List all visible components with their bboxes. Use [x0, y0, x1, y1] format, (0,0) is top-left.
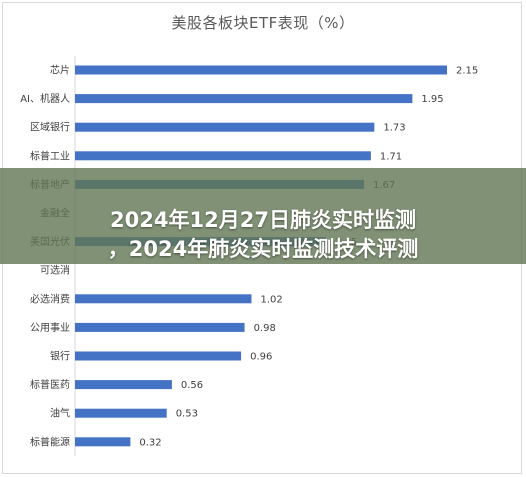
value-label: 1.73 [383, 123, 405, 134]
bar [75, 351, 242, 361]
bar [75, 151, 371, 161]
category-label: 标普工业 [30, 149, 70, 162]
headline-line-2: ，2024年肺炎实时监测技术评测 [107, 237, 419, 261]
category-label: 区域银行 [30, 121, 70, 134]
value-label: 2.15 [456, 66, 478, 77]
bar [75, 437, 131, 447]
value-label: 0.96 [250, 352, 272, 363]
bar [75, 65, 447, 75]
value-label: 0.98 [254, 323, 276, 334]
headline-line-1: 2024年12月27日肺炎实时监测 [110, 208, 416, 232]
bar [75, 380, 172, 390]
category-label: 标普能源 [30, 435, 70, 448]
category-label: 芯片 [50, 64, 70, 77]
bar [75, 122, 375, 132]
value-label: 0.53 [176, 409, 198, 420]
category-label: 可选消 [40, 264, 70, 277]
category-label: 标普医药 [30, 378, 70, 391]
bar [75, 322, 245, 332]
bar [75, 408, 167, 418]
bar [75, 94, 413, 104]
category-label: AI、机器人 [20, 92, 70, 105]
value-label: 0.56 [181, 380, 203, 391]
bar [75, 294, 252, 304]
value-label: 1.71 [380, 151, 402, 162]
headline-banner: 2024年12月27日肺炎实时监测 ，2024年肺炎实时监测技术评测 [0, 168, 526, 264]
category-label: 银行 [50, 350, 70, 363]
value-label: 0.32 [139, 437, 161, 448]
category-label: 油气 [50, 407, 70, 420]
chart-title: 美股各板块ETF表现（%） [171, 14, 355, 32]
category-label: 必选消费 [30, 292, 70, 305]
category-label: 公用事业 [30, 321, 70, 334]
value-label: 1.95 [421, 94, 443, 105]
value-label: 1.02 [260, 294, 282, 305]
